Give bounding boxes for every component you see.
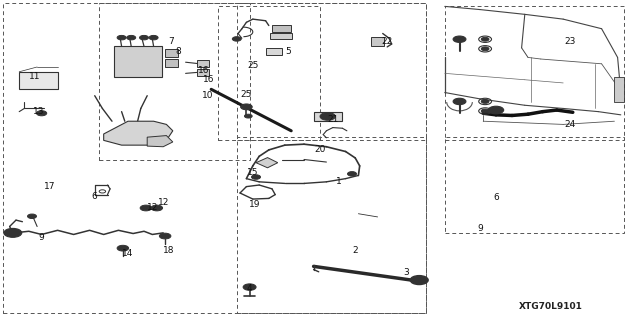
Text: 16: 16 bbox=[203, 75, 214, 84]
Circle shape bbox=[28, 214, 36, 219]
Text: 14: 14 bbox=[122, 249, 134, 258]
Circle shape bbox=[453, 36, 466, 42]
Text: 18: 18 bbox=[163, 246, 174, 255]
Bar bbox=[614, 77, 624, 102]
Circle shape bbox=[320, 113, 335, 120]
Text: 12: 12 bbox=[147, 203, 158, 212]
Circle shape bbox=[348, 172, 356, 176]
Circle shape bbox=[252, 175, 260, 179]
Circle shape bbox=[453, 98, 466, 105]
Text: 13: 13 bbox=[33, 107, 44, 116]
Text: 17: 17 bbox=[44, 182, 56, 191]
Text: 5: 5 bbox=[285, 47, 291, 56]
Text: 11: 11 bbox=[29, 72, 41, 81]
Circle shape bbox=[232, 37, 241, 41]
Circle shape bbox=[481, 37, 489, 41]
Polygon shape bbox=[147, 136, 173, 147]
Text: 2: 2 bbox=[353, 246, 358, 255]
Circle shape bbox=[127, 35, 136, 40]
Text: 15: 15 bbox=[247, 168, 259, 177]
Bar bbox=[197, 60, 209, 67]
Circle shape bbox=[410, 276, 428, 285]
Text: 20: 20 bbox=[314, 145, 326, 154]
Bar bbox=[3, 3, 426, 313]
Circle shape bbox=[36, 111, 47, 116]
Circle shape bbox=[4, 228, 22, 237]
Text: XTG70L9101: XTG70L9101 bbox=[518, 302, 582, 311]
Bar bbox=[445, 6, 624, 140]
Circle shape bbox=[481, 109, 489, 113]
Circle shape bbox=[140, 205, 152, 211]
Bar bbox=[165, 59, 178, 67]
Circle shape bbox=[481, 100, 489, 103]
Circle shape bbox=[244, 114, 252, 118]
Bar bbox=[270, 33, 292, 39]
Text: 9: 9 bbox=[39, 233, 44, 242]
Bar bbox=[371, 37, 384, 46]
Circle shape bbox=[159, 233, 171, 239]
Text: 24: 24 bbox=[564, 120, 575, 129]
Bar bbox=[114, 46, 162, 77]
Bar bbox=[218, 6, 320, 140]
Text: 22: 22 bbox=[381, 37, 393, 46]
Circle shape bbox=[243, 284, 256, 290]
Circle shape bbox=[151, 205, 163, 211]
Text: 25: 25 bbox=[241, 90, 252, 99]
Circle shape bbox=[488, 106, 504, 114]
Bar bbox=[266, 48, 282, 55]
Bar bbox=[314, 112, 342, 121]
Text: 1: 1 bbox=[337, 177, 342, 186]
Circle shape bbox=[117, 245, 129, 251]
Text: 10: 10 bbox=[202, 91, 214, 100]
Text: 4: 4 bbox=[247, 284, 252, 293]
Text: 25: 25 bbox=[247, 61, 259, 70]
Text: 8: 8 bbox=[175, 47, 180, 56]
Text: 3: 3 bbox=[404, 268, 409, 277]
Bar bbox=[197, 69, 209, 76]
Polygon shape bbox=[256, 158, 278, 168]
Text: 21: 21 bbox=[327, 115, 339, 124]
Text: 23: 23 bbox=[564, 37, 575, 46]
Bar bbox=[272, 25, 291, 32]
Circle shape bbox=[117, 35, 126, 40]
Text: 9: 9 bbox=[477, 224, 483, 233]
Bar bbox=[99, 3, 250, 160]
Text: 16: 16 bbox=[198, 66, 209, 75]
Text: 12: 12 bbox=[157, 198, 169, 207]
Bar bbox=[19, 72, 58, 89]
Bar bbox=[237, 3, 426, 140]
Circle shape bbox=[140, 35, 148, 40]
Circle shape bbox=[481, 47, 489, 51]
Bar bbox=[445, 137, 624, 233]
Text: 6: 6 bbox=[92, 192, 97, 201]
Circle shape bbox=[149, 35, 158, 40]
Bar bbox=[237, 137, 426, 313]
Text: 6: 6 bbox=[493, 193, 499, 202]
Circle shape bbox=[241, 104, 252, 110]
Text: 7: 7 bbox=[169, 37, 174, 46]
Polygon shape bbox=[104, 121, 173, 145]
Bar bbox=[165, 49, 178, 57]
Text: 19: 19 bbox=[249, 200, 260, 209]
